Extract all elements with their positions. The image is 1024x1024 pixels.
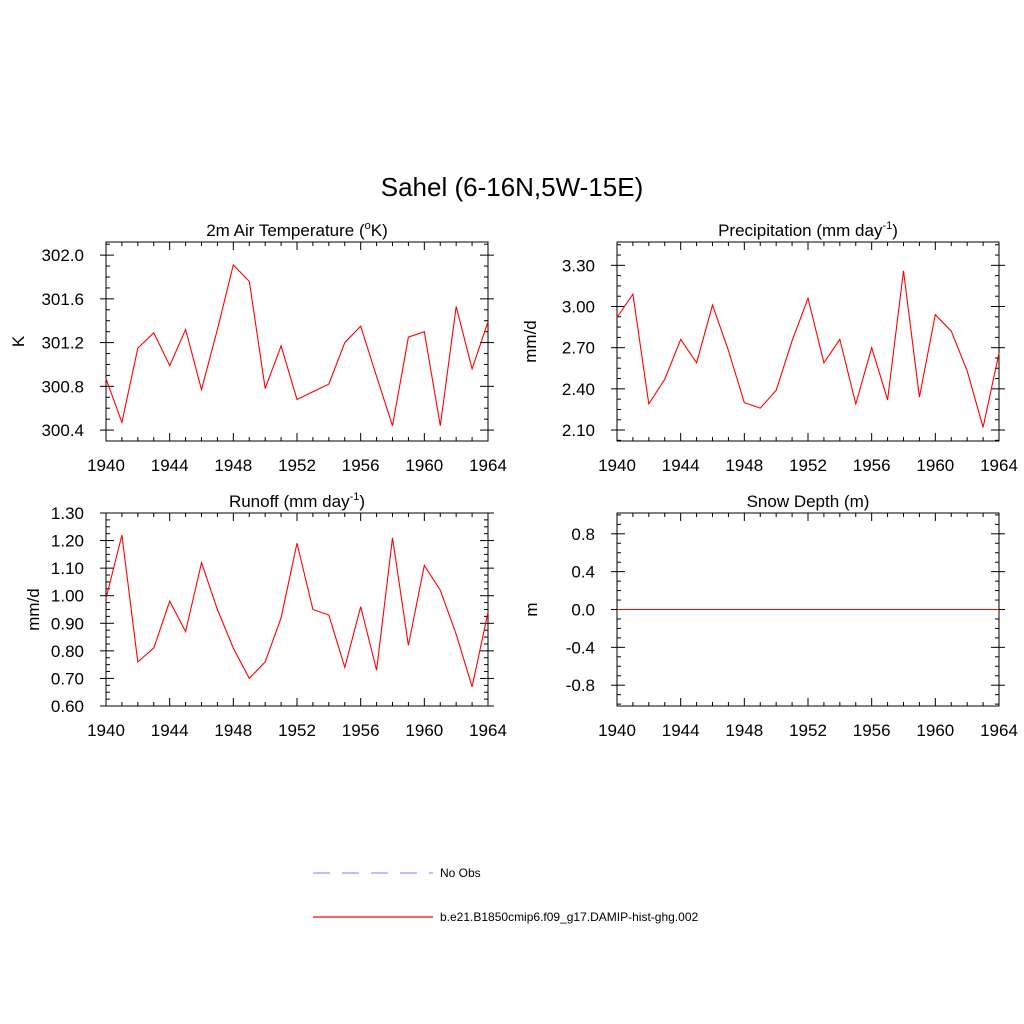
y-tick-label: 1.10 bbox=[51, 559, 84, 578]
x-tick-label: 1948 bbox=[214, 721, 252, 740]
y-tick-label: 300.8 bbox=[41, 377, 84, 396]
y-tick-label: 3.00 bbox=[562, 298, 595, 317]
plot-frame bbox=[105, 241, 489, 442]
panel-title: Runoff (mm day-1) bbox=[229, 491, 365, 511]
series-line bbox=[616, 270, 1000, 428]
panel-precipitation: 1940 1944 1948 1952 1956 1960 1964 2.10 2.40 2.70… bbox=[521, 220, 1018, 475]
y-tick-label: 0.4 bbox=[571, 563, 595, 582]
x-tick-label: 1964 bbox=[469, 721, 507, 740]
legend: No Obs b.e21.B1850cmip6.f09_g17.DAMIP-hi… bbox=[313, 866, 698, 924]
x-tick-label: 1944 bbox=[151, 721, 189, 740]
y-tick-label: 0.60 bbox=[51, 697, 84, 716]
figure-title: Sahel (6-16N,5W-15E) bbox=[381, 172, 644, 202]
x-tick-label: 1952 bbox=[278, 456, 316, 475]
x-tick-label: 1944 bbox=[662, 721, 700, 740]
legend-label-no-obs: No Obs bbox=[440, 866, 481, 880]
x-tick-label: 1964 bbox=[980, 721, 1018, 740]
y-tick-label: 0.70 bbox=[51, 669, 84, 688]
x-tick-label: 1956 bbox=[342, 721, 380, 740]
panel-title: Precipitation (mm day-1) bbox=[718, 220, 898, 240]
x-tick-label: 1960 bbox=[405, 721, 443, 740]
plot-frame bbox=[616, 241, 1000, 442]
x-tick-label: 1940 bbox=[87, 456, 125, 475]
y-tick-label: 2.70 bbox=[562, 339, 595, 358]
x-tick-label: 1960 bbox=[405, 456, 443, 475]
panel-title: 2m Air Temperature (oK) bbox=[206, 220, 388, 240]
x-tick-label: 1940 bbox=[87, 721, 125, 740]
x-tick-label: 1956 bbox=[853, 721, 891, 740]
y-tick-label: 3.30 bbox=[562, 256, 595, 275]
y-tick-label: 0.80 bbox=[51, 642, 84, 661]
y-tick-label: 301.2 bbox=[41, 334, 84, 353]
y-tick-label: 2.10 bbox=[562, 421, 595, 440]
x-tick-label: 1948 bbox=[725, 456, 763, 475]
y-tick-label: 1.20 bbox=[51, 532, 84, 551]
y-tick-label: 1.00 bbox=[51, 587, 84, 606]
x-tick-label: 1944 bbox=[662, 456, 700, 475]
y-tick-label: 301.6 bbox=[41, 290, 84, 309]
x-tick-label: 1948 bbox=[725, 721, 763, 740]
x-tick-label: 1952 bbox=[789, 456, 827, 475]
y-axis-label: mm/d bbox=[521, 320, 540, 363]
x-tick-label: 1940 bbox=[598, 721, 636, 740]
x-tick-label: 1956 bbox=[853, 456, 891, 475]
legend-label-model: b.e21.B1850cmip6.f09_g17.DAMIP-hist-ghg.… bbox=[440, 910, 698, 924]
panel-title: Snow Depth (m) bbox=[747, 492, 870, 511]
x-tick-label: 1952 bbox=[278, 721, 316, 740]
y-axis-label: mm/d bbox=[24, 588, 43, 631]
x-tick-label: 1944 bbox=[151, 456, 189, 475]
x-tick-label: 1964 bbox=[980, 456, 1018, 475]
series-line bbox=[105, 263, 489, 426]
x-tick-label: 1952 bbox=[789, 721, 827, 740]
x-tick-label: 1940 bbox=[598, 456, 636, 475]
x-tick-label: 1964 bbox=[469, 456, 507, 475]
y-tick-label: -0.8 bbox=[566, 676, 595, 695]
plot-frame bbox=[105, 512, 489, 707]
y-tick-label: 0.8 bbox=[571, 525, 595, 544]
y-tick-label: 1.30 bbox=[51, 504, 84, 523]
x-tick-label: 1948 bbox=[214, 456, 252, 475]
series-line bbox=[105, 534, 489, 687]
y-tick-label: 302.0 bbox=[41, 246, 84, 265]
panel-snow-depth: 1940 1944 1948 1952 1956 1960 1964 -0.8 -0.4 0.0 0… bbox=[522, 492, 1018, 740]
y-axis-label: K bbox=[9, 335, 28, 347]
x-tick-label: 1960 bbox=[916, 721, 954, 740]
panel-air-temperature: 1940 1944 1948 1952 1956 1960 1964 300.4 300.8 30… bbox=[9, 220, 507, 475]
x-tick-label: 1956 bbox=[342, 456, 380, 475]
y-tick-label: 0.0 bbox=[571, 601, 595, 620]
y-tick-label: 2.40 bbox=[562, 380, 595, 399]
y-tick-label: 0.90 bbox=[51, 614, 84, 633]
x-tick-label: 1960 bbox=[916, 456, 954, 475]
panel-runoff: 1940 1944 1948 1952 1956 1960 1964 0.60 0.70 0.80… bbox=[24, 491, 507, 740]
y-tick-label: 300.4 bbox=[41, 421, 84, 440]
y-tick-label: -0.4 bbox=[566, 638, 595, 657]
y-axis-label: m bbox=[522, 602, 541, 616]
